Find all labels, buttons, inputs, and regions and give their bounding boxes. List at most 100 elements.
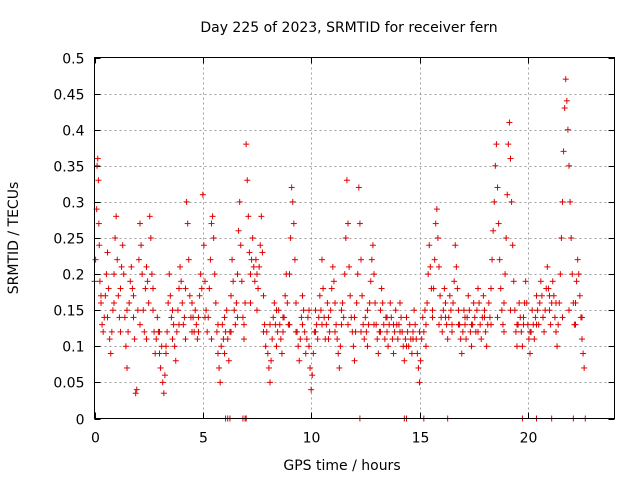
data-point	[351, 357, 358, 364]
data-point	[181, 314, 188, 321]
data-point	[137, 321, 143, 328]
data-point	[514, 321, 520, 328]
data-point	[486, 314, 493, 321]
data-point	[126, 299, 133, 306]
data-point	[144, 278, 151, 285]
data-point	[427, 263, 434, 270]
data-point	[169, 336, 176, 343]
data-point	[116, 314, 123, 321]
data-point	[165, 299, 172, 306]
data-point	[297, 336, 304, 343]
data-point	[213, 328, 220, 335]
data-point	[95, 220, 102, 227]
data-point	[397, 328, 403, 335]
data-point	[115, 292, 122, 299]
data-point	[234, 271, 241, 278]
data-point	[173, 328, 180, 335]
data-point	[491, 198, 498, 205]
data-point	[459, 328, 466, 335]
data-point	[371, 321, 377, 328]
data-point	[237, 242, 244, 249]
data-point	[122, 343, 129, 350]
data-point	[416, 379, 423, 386]
data-point	[111, 271, 117, 278]
data-point	[560, 148, 567, 155]
data-point	[394, 336, 401, 343]
x-tick-label: 15	[412, 431, 430, 447]
data-point	[359, 292, 366, 299]
data-point	[164, 328, 171, 335]
data-point	[267, 321, 273, 328]
data-point	[208, 220, 215, 227]
data-point	[580, 350, 587, 357]
data-point	[236, 198, 243, 205]
data-point	[436, 321, 442, 328]
data-point	[300, 307, 307, 314]
data-point	[131, 336, 138, 343]
data-point	[333, 321, 340, 328]
data-point	[307, 364, 314, 371]
data-point	[120, 271, 127, 278]
data-point	[269, 336, 276, 343]
x-tick-label: 0	[91, 431, 100, 447]
data-point	[334, 336, 341, 343]
data-point	[520, 314, 527, 321]
data-point	[179, 299, 186, 306]
data-point	[446, 292, 453, 299]
data-point	[105, 285, 112, 292]
data-point	[139, 271, 146, 278]
data-point	[360, 321, 367, 328]
data-point	[177, 263, 184, 270]
data-point	[494, 184, 501, 191]
data-point	[209, 213, 216, 220]
data-point	[498, 307, 505, 314]
data-point	[476, 299, 483, 306]
data-point	[289, 198, 296, 205]
data-point	[228, 328, 234, 335]
data-point	[340, 314, 347, 321]
data-point	[415, 364, 422, 371]
data-point	[493, 141, 500, 148]
data-point	[449, 321, 455, 328]
data-point	[455, 307, 462, 314]
data-point	[523, 299, 530, 306]
data-point	[540, 314, 546, 321]
y-axis-label: SRMTID / TECUs	[6, 182, 22, 295]
data-point	[566, 307, 572, 314]
data-point	[442, 314, 449, 321]
data-point	[325, 336, 332, 343]
data-point	[471, 314, 478, 321]
data-point	[510, 278, 517, 285]
data-point	[341, 271, 348, 278]
data-point	[148, 271, 155, 278]
data-point	[354, 271, 361, 278]
data-point	[104, 314, 111, 321]
y-axis: 0 0.05 0.1 0.15 0.2 0.25 0.3 0.35 0.4 0.45 0.5	[53, 52, 615, 429]
data-point	[184, 220, 191, 227]
y-tick-label: 0.45	[53, 88, 84, 104]
data-point	[564, 126, 571, 133]
x-axis: 0 5 10 15 20	[91, 57, 537, 447]
data-point	[228, 292, 234, 299]
data-point	[483, 343, 490, 350]
data-point	[497, 285, 504, 292]
data-point	[98, 292, 104, 299]
data-point	[192, 307, 199, 314]
data-point	[575, 271, 582, 278]
data-point	[319, 256, 325, 263]
data-point	[250, 263, 257, 270]
data-point	[142, 285, 149, 292]
data-point	[171, 343, 178, 350]
y-tick-label: 0	[76, 413, 85, 429]
data-point	[414, 350, 421, 357]
data-point	[174, 307, 181, 314]
data-point	[143, 336, 150, 343]
data-point	[403, 314, 410, 321]
data-point	[221, 350, 228, 357]
data-point	[416, 328, 423, 335]
data-point	[315, 314, 322, 321]
data-point	[496, 256, 503, 263]
data-point	[290, 220, 297, 227]
data-point	[157, 364, 164, 371]
data-point	[232, 321, 239, 328]
